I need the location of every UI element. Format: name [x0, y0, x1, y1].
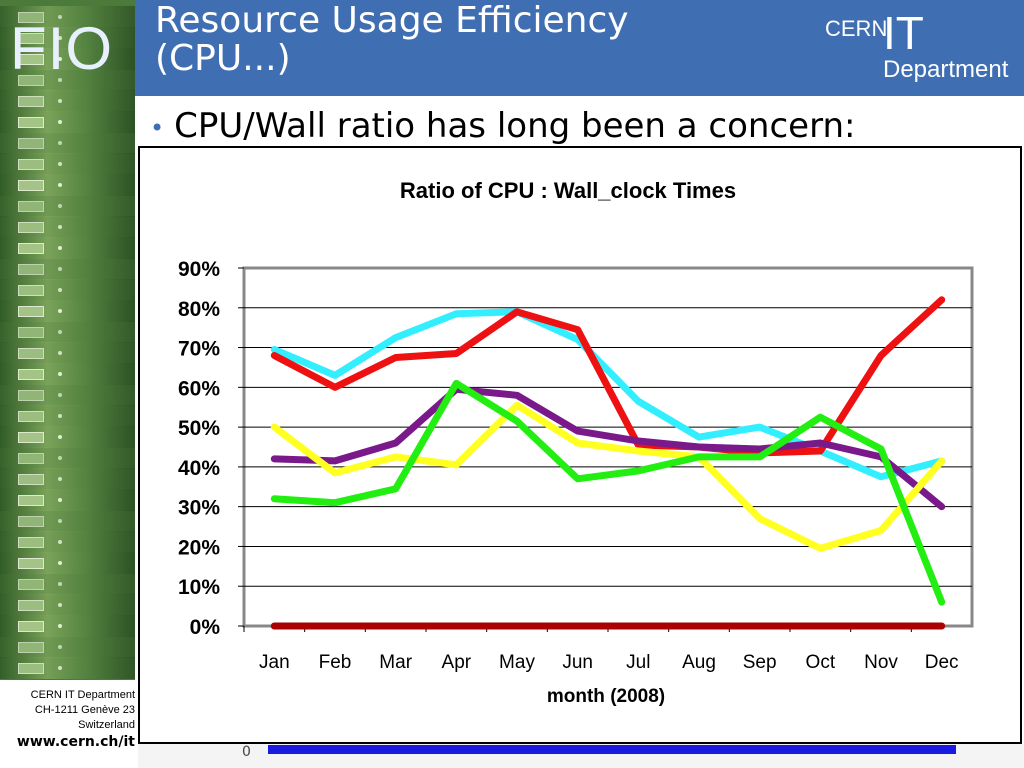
- slide-header: Resource Usage Efficiency (CPU...) CERN …: [135, 0, 1024, 96]
- x-tick-label: Jan: [259, 652, 290, 673]
- server-rack-unit: [0, 321, 135, 343]
- sidebar-footer-area: [0, 680, 135, 768]
- department-logo-text: Department: [883, 56, 1009, 83]
- it-logo-text: IT: [883, 7, 924, 59]
- x-tick-label: Feb: [319, 652, 352, 673]
- cern-logo-text: CERN: [825, 16, 888, 41]
- server-rack-unit: [0, 174, 135, 196]
- server-rack-unit: [0, 510, 135, 532]
- server-rack-unit: [0, 48, 135, 70]
- server-rack-unit: [0, 132, 135, 154]
- y-tick-label: 60%: [178, 377, 220, 400]
- footer: CERN IT Department CH-1211 Genève 23 Swi…: [0, 688, 135, 750]
- chart-title: Ratio of CPU : Wall_clock Times: [400, 178, 736, 203]
- fio-logo: FIO: [10, 15, 113, 82]
- server-rack-unit: [0, 258, 135, 280]
- sidebar-decoration: FIO: [0, 0, 135, 768]
- x-tick-label: Jul: [626, 652, 650, 673]
- footer-line-address: CH-1211 Genève 23: [34, 704, 135, 716]
- server-rack-unit: [0, 552, 135, 574]
- x-tick-label: Aug: [682, 652, 716, 673]
- y-tick-label: 30%: [178, 497, 220, 520]
- server-rack-unit: [0, 657, 135, 679]
- server-rack-unit: [0, 342, 135, 364]
- footer-line-dept: CERN IT Department: [30, 689, 135, 701]
- x-tick-label: Nov: [864, 652, 898, 673]
- x-tick-label: Apr: [442, 652, 472, 673]
- x-tick-label: Jun: [562, 652, 593, 673]
- y-tick-label: 90%: [178, 258, 220, 281]
- x-tick-label: Mar: [379, 652, 412, 673]
- server-rack-unit: [0, 6, 135, 28]
- server-rack-unit: [0, 447, 135, 469]
- bottom-strip: 0: [138, 744, 1024, 768]
- server-rack-unit: [0, 69, 135, 91]
- server-rack-unit: [0, 615, 135, 637]
- server-rack-unit: [0, 468, 135, 490]
- cpu-wall-ratio-chart: Ratio of CPU : Wall_clock Times 0% 10% 20% 3…: [178, 178, 974, 707]
- y-tick-label: 80%: [178, 298, 220, 321]
- server-rack-unit: [0, 300, 135, 322]
- cern-it-logo: CERN IT Department: [825, 7, 1015, 84]
- server-rack-unit: [0, 216, 135, 238]
- server-rack-unit: [0, 405, 135, 427]
- y-tick-label: 10%: [178, 576, 220, 599]
- chart-frame: Ratio of CPU : Wall_clock Times 0% 10% 20% 3…: [138, 146, 1022, 744]
- server-rack-unit: [0, 363, 135, 385]
- series-line-1: [270, 296, 946, 457]
- x-axis-label: month (2008): [547, 686, 665, 707]
- x-tick-label: Oct: [806, 652, 836, 673]
- server-rack-unit: [0, 636, 135, 658]
- server-rack-unit: [0, 573, 135, 595]
- server-rack-unit: [0, 384, 135, 406]
- server-rack-unit: [0, 111, 135, 133]
- server-rack-unit: [0, 489, 135, 511]
- slide-title: Resource Usage Efficiency (CPU...): [155, 0, 629, 79]
- server-rack-unit: [0, 195, 135, 217]
- server-rack-unit: [0, 279, 135, 301]
- server-rack-unit: [0, 153, 135, 175]
- server-rack-unit: [0, 27, 135, 49]
- x-tick-label: Dec: [925, 652, 959, 673]
- bullet-point: • CPU/Wall ratio has long been a concern:: [150, 106, 855, 146]
- footer-url-link[interactable]: www.cern.ch/it: [16, 734, 135, 750]
- server-rack-unit: [0, 531, 135, 553]
- footer-line-country: Switzerland: [78, 719, 135, 731]
- server-rack-unit: [0, 594, 135, 616]
- x-tick-label: Sep: [743, 652, 777, 673]
- server-rack-unit: [0, 426, 135, 448]
- y-tick-label: 20%: [178, 536, 220, 559]
- series-line-4: [270, 379, 946, 606]
- series-line-0: [270, 308, 946, 481]
- bullet-icon: •: [150, 113, 165, 142]
- y-tick-label: 40%: [178, 457, 220, 480]
- y-tick-label: 0%: [190, 616, 221, 639]
- series-line-2: [270, 385, 946, 511]
- server-rack-unit: [0, 90, 135, 112]
- bottom-zero-label: 0: [242, 744, 251, 760]
- bottom-blue-bar: [268, 745, 956, 754]
- x-tick-label: May: [499, 652, 535, 673]
- series-line-3: [270, 401, 946, 552]
- server-rack-unit: [0, 237, 135, 259]
- y-tick-label: 70%: [178, 338, 220, 361]
- y-tick-label: 50%: [178, 417, 220, 440]
- bullet-text: CPU/Wall ratio has long been a concern:: [174, 106, 856, 146]
